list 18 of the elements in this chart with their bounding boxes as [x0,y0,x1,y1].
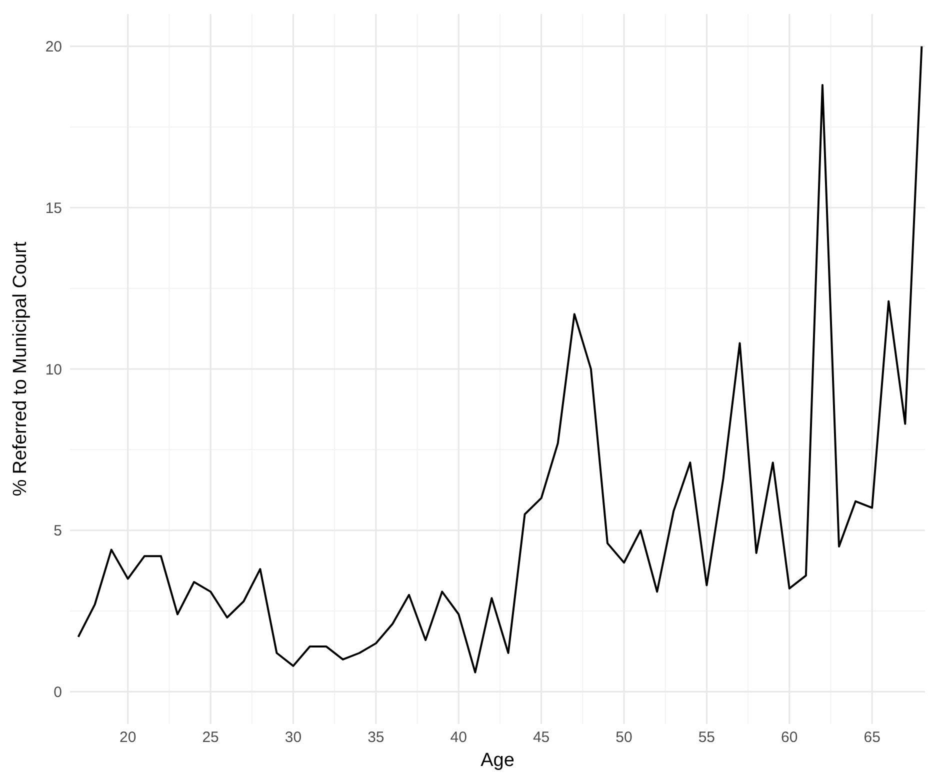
x-tick-label: 25 [202,729,219,746]
x-tick-label: 35 [368,729,384,746]
x-tick-label: 30 [284,729,302,746]
x-tick-label: 40 [450,729,467,746]
y-tick-label: 5 [54,522,62,540]
x-tick-label: 55 [698,729,716,746]
x-tick-label: 50 [616,729,632,746]
y-tick-label: 10 [45,361,62,378]
x-tick-label: 65 [864,729,880,746]
y-tick-label: 20 [45,38,62,56]
x-tick-label: 20 [120,729,136,746]
x-tick-label: 45 [532,729,550,746]
y-axis-title: % Referred to Municipal Court [10,241,31,496]
x-tick-label: 60 [781,729,798,746]
line-series [77,45,923,674]
y-tick-label: 15 [45,200,62,217]
y-tick-label: 0 [54,684,62,701]
x-axis-title: Age [480,750,514,771]
